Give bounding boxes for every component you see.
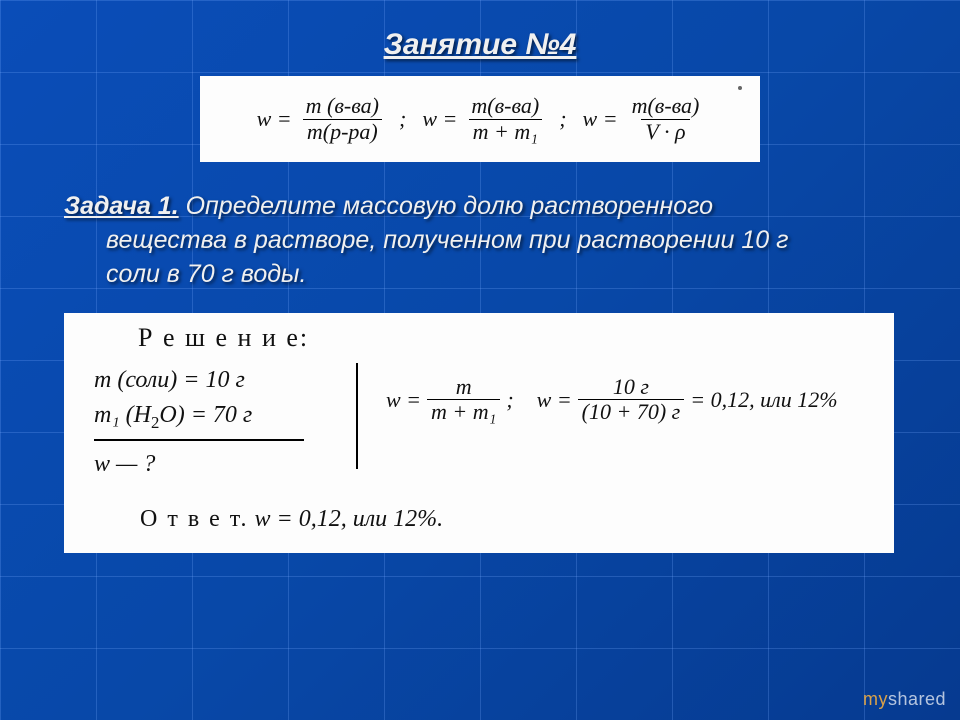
formula-3-lhs: w =	[583, 106, 618, 132]
calc-p2-num: 10 г	[609, 375, 653, 399]
calc-p1-num: m	[452, 375, 476, 399]
watermark: myshared	[863, 689, 946, 710]
watermark-shared: shared	[888, 689, 946, 709]
given-row-2: m₁ (H2O) = 70 г	[94, 398, 304, 435]
formula-panel: w = m (в-ва) m(р-ра) ; w = m(в-ва) m + m…	[200, 76, 760, 162]
answer-label: О т в е т.	[140, 506, 249, 532]
formula-1-den: m(р-ра)	[303, 119, 382, 144]
formula-2-fraction: m(в-ва) m + m₁	[467, 94, 543, 143]
watermark-my: my	[863, 689, 888, 709]
calc-sep: ;	[506, 387, 513, 413]
formula-sep-1: ;	[399, 106, 406, 132]
slide-content: Занятие №4 w = m (в-ва) m(р-ра) ; w = m(…	[0, 0, 960, 553]
problem-line2: вещества в растворе, полученном при раст…	[64, 224, 900, 258]
formula-3-num: m(в-ва)	[628, 94, 704, 118]
formula-2-num: m(в-ва)	[467, 94, 543, 118]
calc-p1-den: m + m₁	[427, 399, 500, 424]
formula-1-fraction: m (в-ва) m(р-ра)	[302, 94, 383, 143]
formula-2-lhs: w =	[422, 106, 457, 132]
formula-1-num: m (в-ва)	[302, 94, 383, 118]
problem-line1: Определите массовую долю растворенного	[179, 192, 713, 220]
formula-3-den: V · ρ	[641, 119, 689, 144]
calculation-line: w = m m + m₁ ; w = 10 г (10 + 70) г = 0,…	[386, 375, 838, 424]
formula-sep-2: ;	[559, 106, 566, 132]
given-row-1: m (соли) = 10 г	[94, 363, 304, 398]
calc-p1-frac: m m + m₁	[427, 375, 500, 424]
calc-p1-lhs: w =	[386, 387, 421, 413]
problem-text: Задача 1. Определите массовую долю раств…	[60, 190, 900, 291]
given-block: m (соли) = 10 г m₁ (H2O) = 70 г w — ?	[94, 363, 304, 482]
answer-line: О т в е т. w = 0,12, или 12%.	[140, 506, 443, 533]
given-divider	[94, 439, 304, 441]
calc-p2-lhs: w =	[537, 387, 572, 413]
answer-value: w = 0,12, или 12%.	[249, 506, 444, 532]
vertical-rule	[356, 363, 358, 469]
slide-title: Занятие №4	[60, 28, 900, 62]
solution-panel: Р е ш е н и е: m (соли) = 10 г m₁ (H2O) …	[64, 313, 894, 553]
given-unknown: w — ?	[94, 447, 304, 482]
solution-heading: Р е ш е н и е:	[138, 323, 309, 353]
problem-label: Задача 1.	[64, 192, 179, 220]
calc-p2-den: (10 + 70) г	[578, 399, 685, 424]
problem-line3: соли в 70 г воды.	[64, 258, 900, 292]
formula-3-fraction: m(в-ва) V · ρ	[628, 94, 704, 143]
formula-2-den: m + m₁	[469, 119, 542, 144]
calc-p2-frac: 10 г (10 + 70) г	[578, 375, 685, 424]
calc-result: = 0,12, или 12%	[690, 387, 837, 413]
formula-1-lhs: w =	[257, 106, 292, 132]
